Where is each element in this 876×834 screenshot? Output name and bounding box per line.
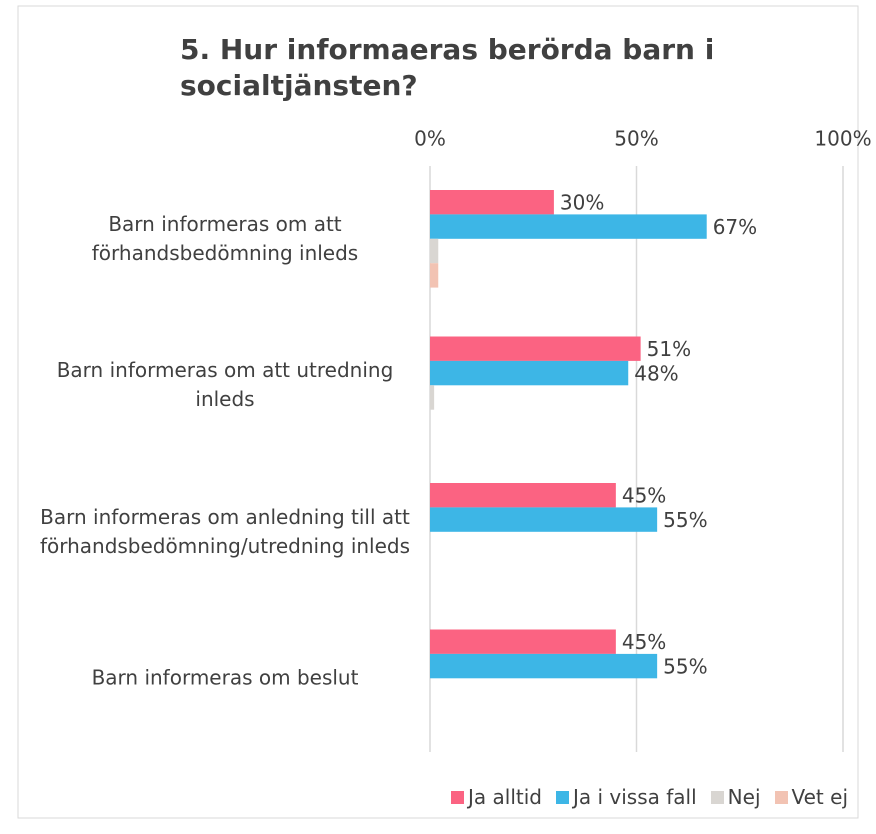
y-tick-label: Barn informeras om att utredning inleds (56, 358, 394, 412)
bar (430, 385, 435, 410)
data-label: 51% (647, 337, 691, 361)
legend-swatch (555, 790, 569, 804)
bar (430, 190, 554, 215)
chart-title: 5. Hur informaeras berörda barn i social… (180, 33, 715, 102)
data-label: 67% (713, 215, 757, 239)
chart-border (17, 5, 859, 819)
y-tick-label: Barn informeras om att förhandsbedömning… (91, 211, 359, 265)
data-label: 45% (622, 484, 666, 508)
bar (430, 263, 439, 288)
bar (430, 507, 658, 532)
data-label: 55% (663, 655, 707, 679)
legend-item: Nej (710, 785, 761, 809)
legend-label: Nej (727, 785, 761, 809)
legend-swatch (451, 790, 464, 804)
legend: Ja alltid Ja i vissa fall Nej Vet ej (0, 785, 848, 809)
x-tick-label: 100% (814, 127, 871, 151)
legend-swatch (710, 790, 724, 804)
bar (430, 360, 629, 386)
legend-label: Ja i vissa fall (572, 785, 697, 809)
data-label: 30% (560, 191, 604, 215)
y-tick-label: Barn informeras om anledning till att fö… (39, 504, 411, 558)
bar (430, 336, 641, 361)
legend-label: Ja alltid (468, 785, 542, 809)
y-tick-label: Barn informeras om beslut (91, 665, 359, 690)
bar (430, 629, 616, 654)
bar (430, 653, 658, 679)
legend-label: Vet ej (791, 785, 849, 809)
bar (430, 238, 439, 264)
legend-item: Ja alltid (451, 785, 542, 809)
x-tick-label: 50% (614, 127, 658, 151)
legend-item: Vet ej (774, 785, 849, 809)
legend-swatch (774, 790, 788, 804)
data-label: 45% (622, 630, 666, 654)
bar (430, 483, 616, 508)
data-label: 55% (663, 508, 707, 532)
data-label: 48% (634, 362, 678, 386)
legend-item: Ja i vissa fall (555, 785, 697, 809)
bar (430, 214, 707, 239)
x-tick-label: 0% (414, 127, 446, 151)
